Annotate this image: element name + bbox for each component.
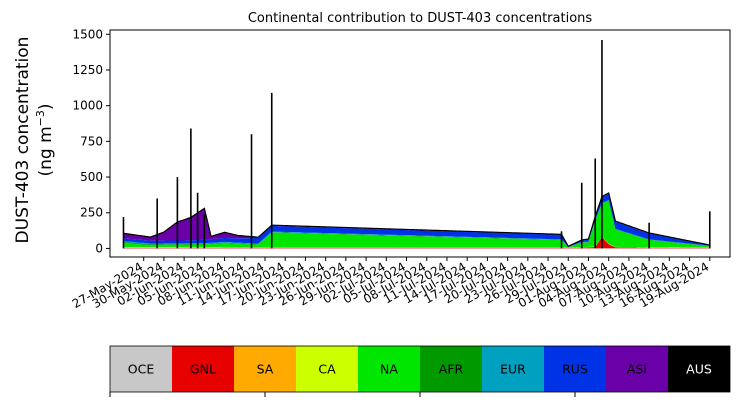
legend-label-ca: CA: [318, 362, 336, 377]
y-axis: 0 250 500 750 1000 1250 1500: [72, 27, 110, 255]
y-tick-label-1500: 1500: [72, 27, 103, 41]
plot-frame: [109, 29, 731, 258]
legend-label-rus: RUS: [562, 362, 588, 377]
y-tick-label-1000: 1000: [72, 99, 103, 113]
y-axis-label-exponent: −3: [34, 110, 47, 126]
y-axis-label: DUST-403 concentration (ng m−3): [13, 37, 56, 244]
legend-swatch-oce: [110, 346, 172, 392]
y-tick-label-0: 0: [95, 241, 103, 255]
legend-label-oce: OCE: [128, 362, 155, 377]
legend-swatch-sa: [234, 346, 296, 392]
y-tick-label-500: 500: [80, 170, 103, 184]
y-tick-label-250: 250: [80, 206, 103, 220]
legend-label-eur: EUR: [500, 362, 526, 377]
y-axis-label-close: ): [36, 103, 56, 110]
legend-label-afr: AFR: [439, 362, 464, 377]
legend-label-asi: ASI: [627, 362, 647, 377]
legend-label-aus: AUS: [686, 362, 712, 377]
legend-swatch-ca: [296, 346, 358, 392]
y-tick-label-1250: 1250: [72, 63, 103, 77]
area-series-rus: [123, 193, 710, 247]
plot-area: [122, 39, 711, 249]
x-axis: 27-May-202430-May-202402-Jun-202405-Jun-…: [70, 257, 711, 311]
area-series-na: [123, 200, 710, 248]
legend-bar: OCE GNL SA CA NA AFR EUR RUS ASI AUS: [109, 345, 731, 397]
legend-swatch-asi: [606, 346, 668, 392]
legend-swatch-rus: [544, 346, 606, 392]
legend-swatch-afr: [420, 346, 482, 392]
legend-swatch-gnl: [172, 346, 234, 392]
legend-label-na: NA: [380, 362, 398, 377]
y-axis-label-unit: (ng m: [36, 126, 56, 176]
legend-swatch-aus: [668, 346, 730, 392]
total-outline: [123, 192, 710, 248]
y-axis-label-line1: DUST-403 concentration: [13, 37, 33, 244]
y-axis-label-line2: (ng m−3): [34, 103, 56, 176]
legend-label-sa: SA: [257, 362, 274, 377]
y-tick-label-750: 750: [80, 134, 103, 148]
chart-title: Continental contribution to DUST-403 con…: [248, 11, 593, 26]
legend-label-gnl: GNL: [190, 362, 216, 377]
legend-swatch-na: [358, 346, 420, 392]
legend-swatch-eur: [482, 346, 544, 392]
